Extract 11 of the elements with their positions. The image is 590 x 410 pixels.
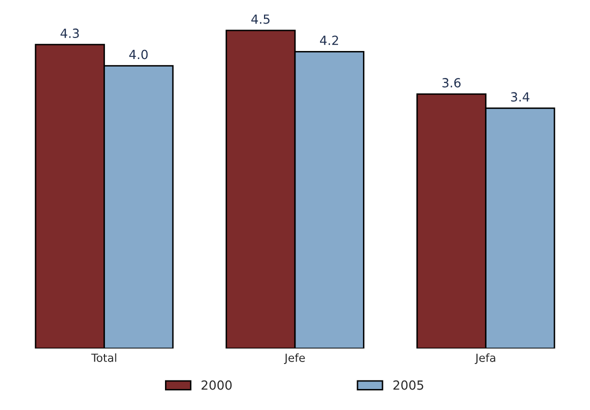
data-label: 4.5 — [251, 14, 270, 24]
data-label: 3.4 — [511, 92, 530, 102]
data-label: 4.0 — [129, 50, 148, 60]
x-tick-label: Jefe — [284, 353, 305, 364]
x-tick-label: Total — [91, 353, 116, 362]
legend-label: 2005 — [393, 380, 424, 390]
data-label: 4.3 — [60, 28, 79, 38]
data-label: 3.6 — [442, 78, 461, 88]
x-tick-label: Jefa — [474, 353, 496, 364]
legend-label: 2000 — [202, 380, 232, 390]
data-label: 4.2 — [320, 36, 338, 45]
